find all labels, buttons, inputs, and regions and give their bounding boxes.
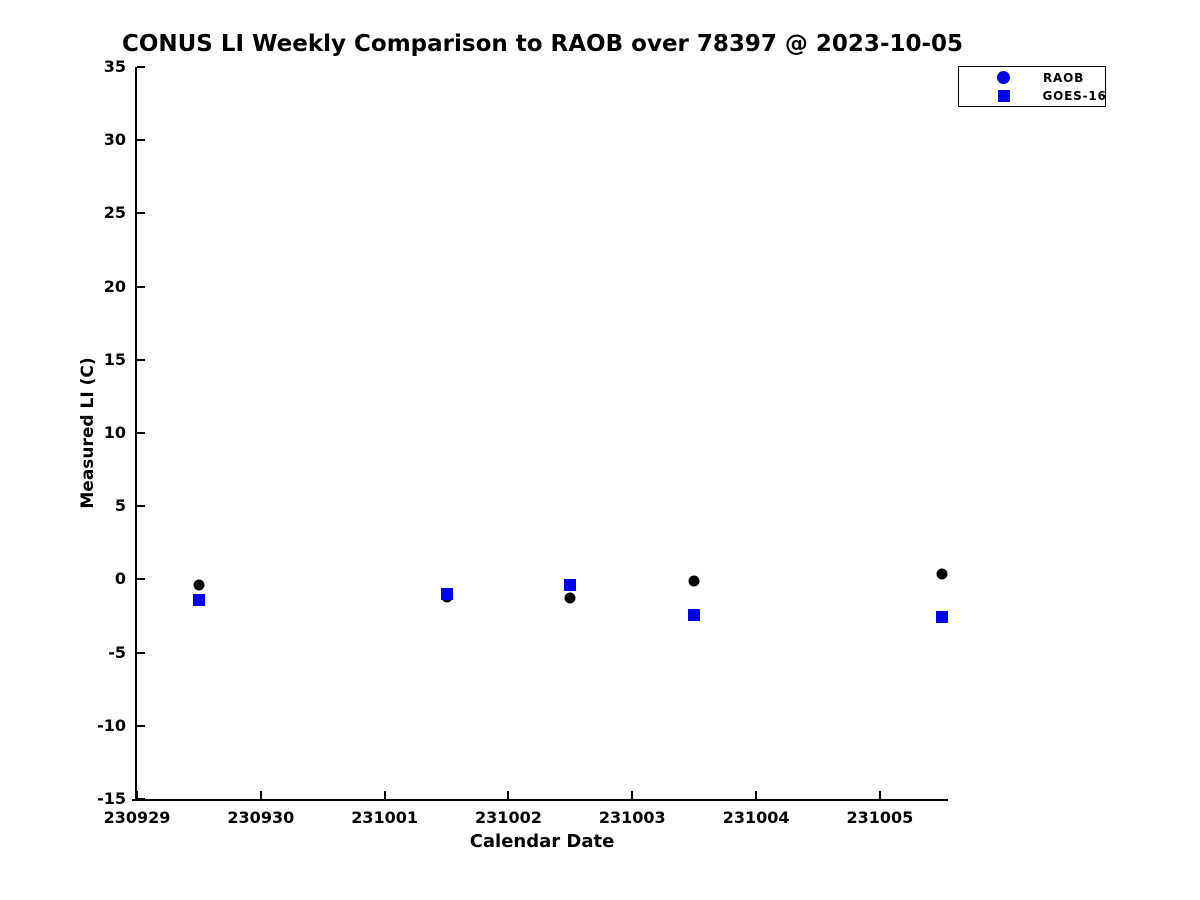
x-tick-label: 230930 [227,808,295,827]
data-point-raob [564,592,576,604]
y-tick-mark [137,651,145,654]
x-tick-label: 231002 [475,808,542,827]
y-tick-label: 10 [103,423,126,442]
legend: RAOB GOES-16 [958,66,1106,107]
y-tick-mark [137,724,145,727]
x-tick-mark [507,791,510,799]
y-tick-label: 25 [103,203,126,223]
x-tick-label: 231005 [846,808,914,827]
x-axis-label: Calendar Date [469,831,615,852]
y-tick-mark [137,66,145,68]
data-point-raob [193,579,205,591]
data-point-raob [936,568,948,580]
x-tick-mark [755,791,758,799]
x-tick-label: 231001 [351,808,419,827]
data-point-raob [688,575,700,587]
x-tick-label: 231003 [598,808,666,827]
y-tick-label: 30 [103,130,126,150]
x-axis-spine [132,799,948,801]
x-tick-mark [631,791,634,799]
legend-item-raob: RAOB [959,70,1105,85]
y-tick-mark [137,139,145,142]
data-point-goes-16 [192,593,205,606]
y-tick-mark [137,798,145,800]
plot-area: 35 30 25 20 15 10 5 0 -5 -10 -15 230929 230930 23100… [97,57,948,827]
y-tick-mark [137,358,145,361]
data-point-goes-16 [935,611,948,624]
data-point-goes-16 [688,608,701,621]
y-tick-mark [137,285,145,288]
legend-item-goes16: GOES-16 [959,88,1107,103]
y-tick-label: -5 [108,642,126,662]
y-tick-label: 15 [103,349,126,369]
y-tick-label: 5 [114,496,126,516]
goes16-square-icon [997,89,1010,102]
x-tick-mark [259,791,262,799]
y-tick-label: 0 [114,569,126,589]
y-tick-label: 35 [103,57,126,76]
y-tick-mark [137,578,145,581]
y-tick-mark [137,432,145,434]
y-tick-label: -15 [97,789,126,808]
y-tick-mark [137,505,145,508]
y-axis-spine [135,67,137,801]
x-tick-label: 230929 [103,808,171,827]
data-point-goes-16 [564,579,577,592]
legend-label-raob: RAOB [1043,70,1085,85]
x-tick-mark [136,791,138,799]
y-tick-label: -10 [97,715,126,735]
x-tick-label: 231004 [722,808,790,827]
y-tick-label: 20 [103,276,126,296]
x-tick-mark [383,791,386,799]
raob-circle-icon [997,71,1010,84]
data-point-goes-16 [440,588,453,601]
chart-title: CONUS LI Weekly Comparison to RAOB over … [121,31,964,57]
x-tick-mark [878,791,881,799]
legend-label-goes16: GOES-16 [1042,88,1107,103]
y-tick-mark [137,212,145,215]
